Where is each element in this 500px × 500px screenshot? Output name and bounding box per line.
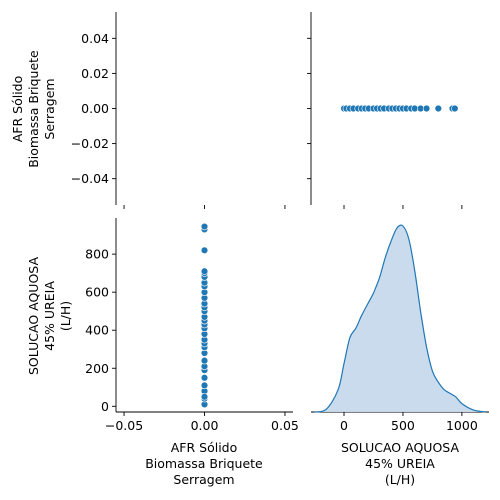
col2-x-label-line1: SOLUCAO AQUOSA bbox=[341, 440, 459, 455]
panel-bottom-left: 800 600 400 200 0 −0.05 0.00 0.05 bbox=[85, 218, 299, 433]
y-tick-label: 400 bbox=[85, 323, 109, 338]
panel-bottom-right: 0 500 1000 bbox=[311, 224, 489, 433]
panel-top-left: 0.04 0.02 0.00 −0.02 −0.04 bbox=[71, 12, 286, 209]
row2-y-label-line3: (L/H) bbox=[58, 301, 73, 331]
row1-y-label: AFR Sólido Biomassa Briquete Serragem bbox=[10, 50, 57, 168]
x-tick-label: −0.05 bbox=[105, 418, 143, 433]
x-tick-label: 0 bbox=[340, 418, 348, 433]
col1-x-label: AFR Sólido Biomassa Briquete Serragem bbox=[145, 440, 263, 487]
x-tick-label: 1000 bbox=[446, 418, 478, 433]
scatter-point bbox=[200, 356, 209, 365]
scatter-point bbox=[422, 104, 431, 113]
col2-x-label-line2: 45% UREIA bbox=[365, 456, 435, 471]
y-tick-label: −0.04 bbox=[71, 171, 109, 186]
scatter-point bbox=[200, 222, 209, 231]
y-tick-label: 0.04 bbox=[81, 31, 109, 46]
row2-y-label-line1: SOLUCAO AQUOSA bbox=[26, 257, 41, 375]
col1-x-label-line1: AFR Sólido bbox=[171, 440, 238, 455]
row1-y-label-line3: Serragem bbox=[42, 78, 57, 139]
scatter-point bbox=[200, 393, 209, 401]
row2-y-label: SOLUCAO AQUOSA 45% UREIA (L/H) bbox=[26, 257, 73, 375]
scatter-point bbox=[451, 104, 459, 113]
x-tick-label: 500 bbox=[391, 418, 415, 433]
y-tick-label: 0.00 bbox=[81, 101, 109, 116]
y-tick-label: −0.02 bbox=[71, 136, 109, 151]
y-tick-label: 0.02 bbox=[81, 66, 109, 81]
panel-top-right bbox=[307, 12, 463, 209]
col2-x-label-line3: (L/H) bbox=[385, 472, 415, 487]
scatter-point bbox=[200, 381, 209, 390]
col1-x-label-line2: Biomassa Briquete bbox=[145, 456, 263, 471]
x-tick-label: 0.00 bbox=[191, 418, 219, 433]
scatter-point bbox=[200, 374, 209, 382]
scatter-point bbox=[434, 104, 443, 113]
col2-x-label: SOLUCAO AQUOSA 45% UREIA (L/H) bbox=[341, 440, 459, 487]
y-tick-label: 600 bbox=[85, 285, 109, 300]
col1-x-label-line3: Serragem bbox=[173, 472, 234, 487]
scatter-point bbox=[200, 267, 209, 275]
scatter-point bbox=[200, 246, 209, 255]
y-tick-label: 200 bbox=[85, 361, 109, 376]
row1-y-label-line1: AFR Sólido bbox=[10, 76, 25, 143]
row2-y-label-line2: 45% UREIA bbox=[42, 281, 57, 351]
row1-y-label-line2: Biomassa Briquete bbox=[26, 50, 41, 168]
x-tick-label: 0.05 bbox=[271, 418, 299, 433]
y-tick-label: 0 bbox=[101, 399, 109, 414]
y-tick-label: 800 bbox=[85, 247, 109, 262]
kde-area bbox=[314, 225, 486, 412]
kde-line bbox=[314, 224, 486, 413]
